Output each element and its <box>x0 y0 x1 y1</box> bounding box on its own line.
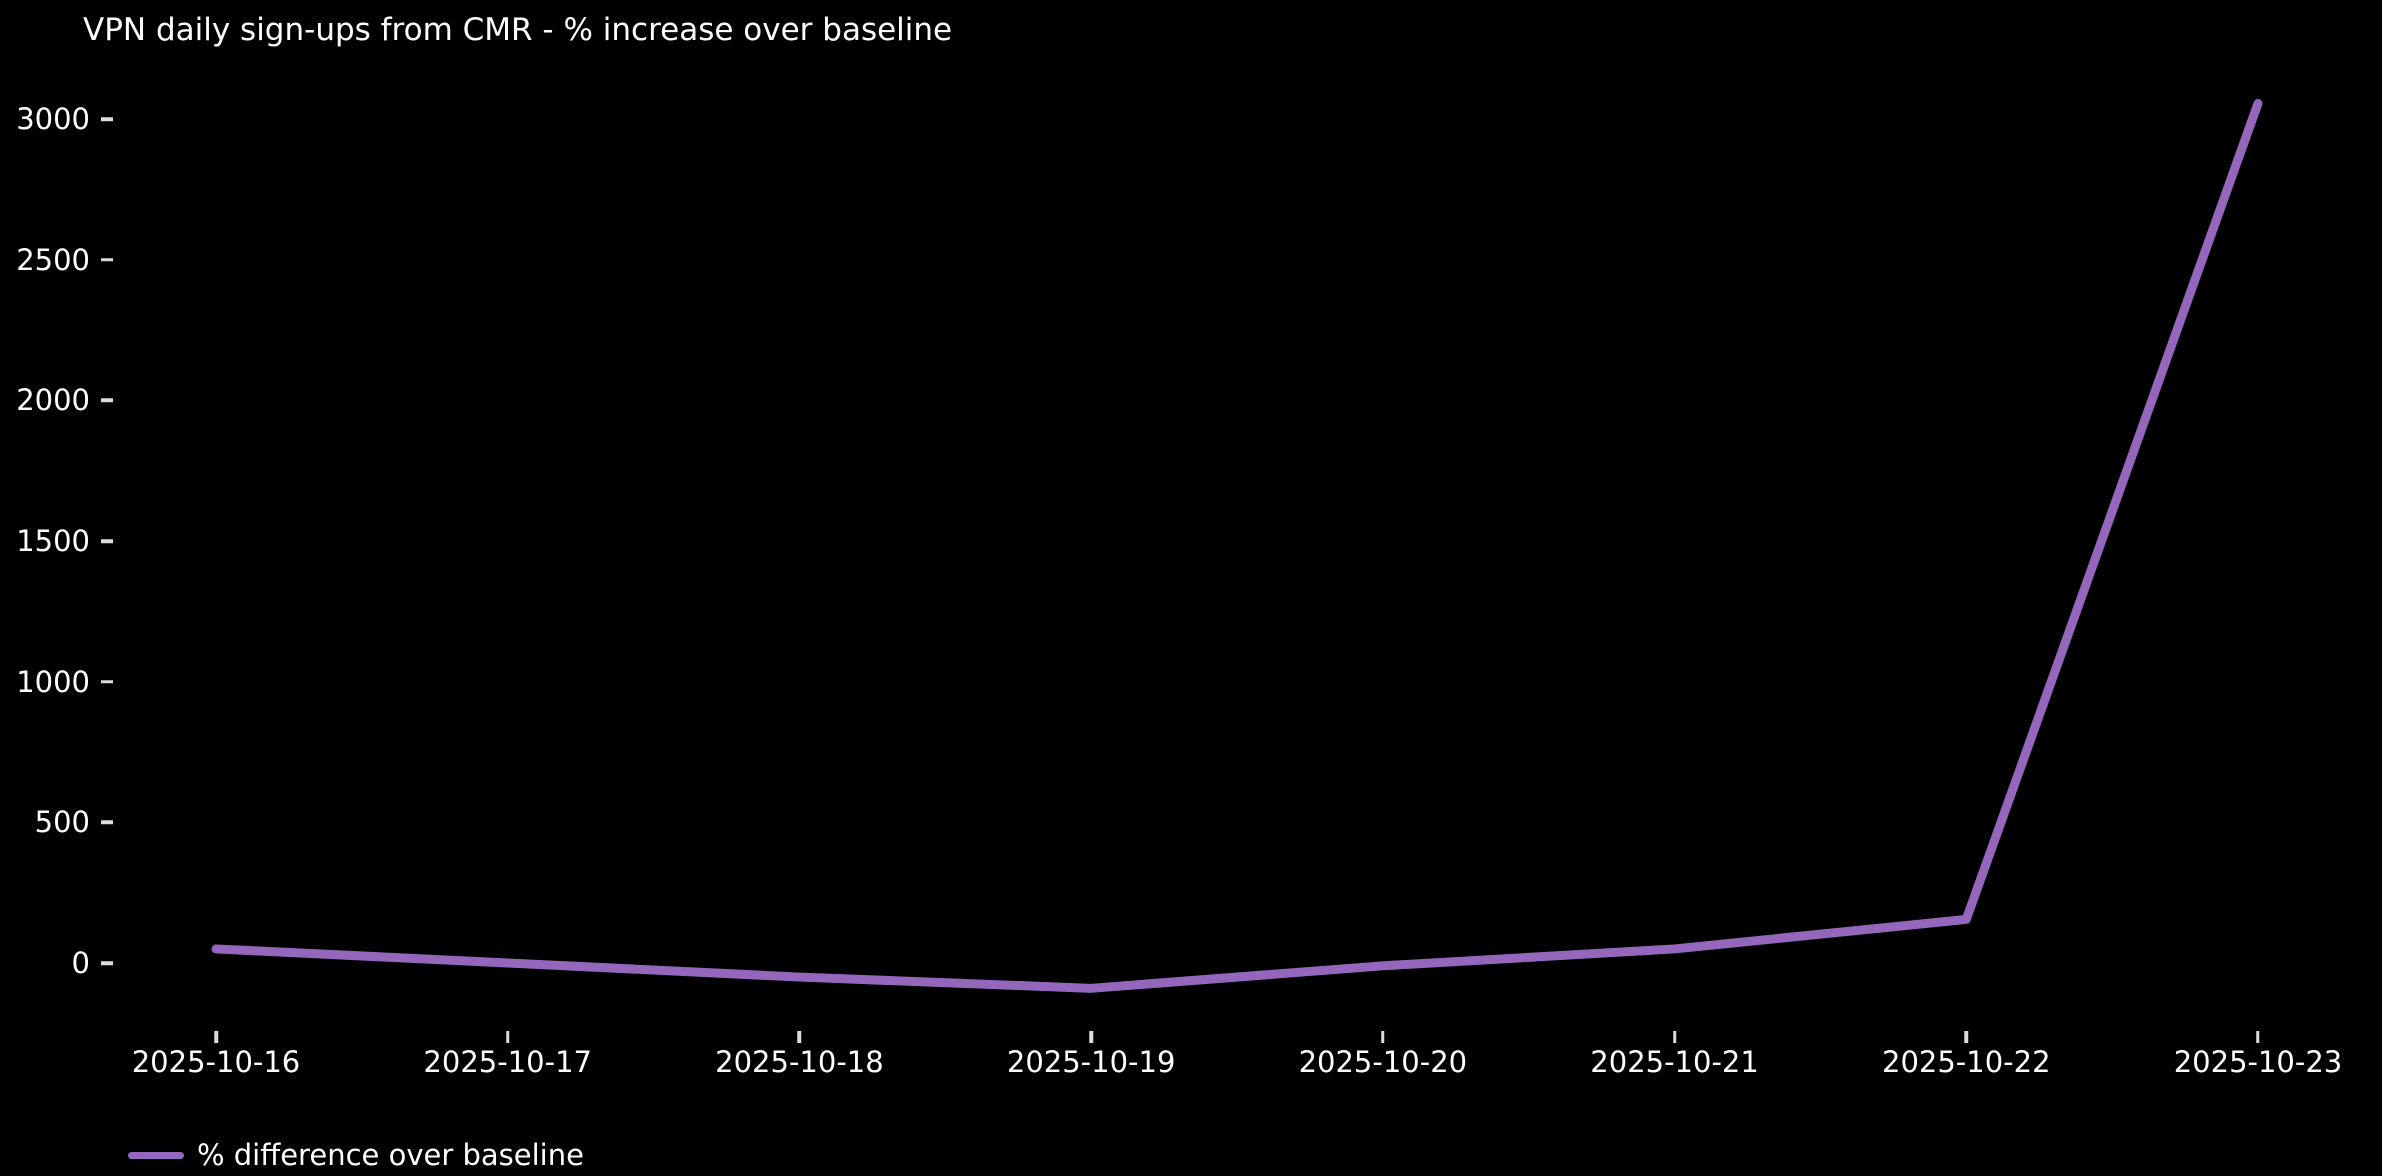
y-tick-mark <box>101 820 113 825</box>
y-tick-label: 2000 <box>16 383 90 418</box>
x-tick-label: 2025-10-23 <box>2173 1045 2343 1079</box>
y-axis-labels: 0 500 1000 1500 2000 2500 3000 <box>0 0 90 1176</box>
x-tick-mark <box>2256 1031 2260 1043</box>
y-tick-mark <box>101 117 113 121</box>
x-tick-label: 2025-10-21 <box>1590 1045 1759 1079</box>
y-tick-label: 1000 <box>16 664 90 699</box>
x-tick-mark <box>797 1031 802 1043</box>
legend: % difference over baseline <box>128 1138 584 1172</box>
x-tick-label: 2025-10-18 <box>715 1045 884 1079</box>
y-tick-mark <box>101 398 113 403</box>
x-tick-label: 2025-10-22 <box>1882 1045 2051 1079</box>
y-tick-mark <box>101 679 113 684</box>
y-tick-label: 2500 <box>16 242 90 277</box>
x-tick-mark <box>1672 1031 1677 1043</box>
x-tick-label: 2025-10-20 <box>1298 1045 1468 1079</box>
y-tick-label: 1500 <box>16 524 90 558</box>
y-tick-mark <box>101 257 113 262</box>
y-tick-label: 3000 <box>16 102 90 136</box>
y-tick-mark <box>101 539 113 543</box>
x-tick-mark <box>1964 1031 1969 1043</box>
x-tick-label: 2025-10-16 <box>131 1045 301 1079</box>
y-tick-label: 500 <box>34 805 90 840</box>
series-line <box>211 99 2263 993</box>
x-tick-mark <box>1381 1031 1385 1043</box>
x-tick-mark <box>505 1031 510 1043</box>
chart-title: VPN daily sign-ups from CMR - % increase… <box>83 12 953 48</box>
legend-label: % difference over baseline <box>197 1138 584 1172</box>
x-tick-label: 2025-10-17 <box>423 1045 592 1079</box>
x-tick-label: 2025-10-19 <box>1006 1045 1176 1079</box>
x-tick-mark <box>1089 1031 1093 1043</box>
y-tick-label: 0 <box>71 946 90 980</box>
legend-swatch-line <box>128 1151 184 1159</box>
x-tick-mark <box>214 1031 218 1043</box>
y-tick-mark <box>101 961 113 965</box>
